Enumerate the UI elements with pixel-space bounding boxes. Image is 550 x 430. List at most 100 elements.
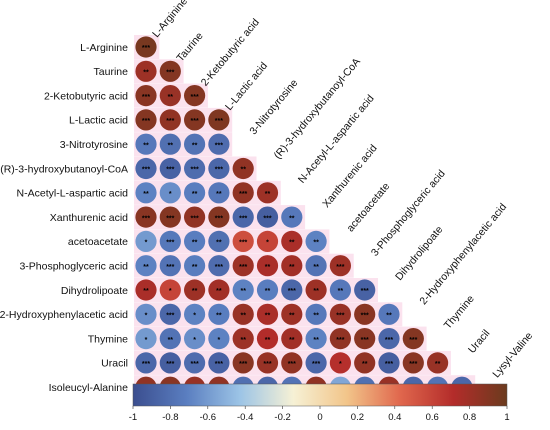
significance-stars: ** [265, 288, 271, 295]
significance-stars: ** [240, 313, 246, 320]
significance-stars: *** [409, 361, 417, 368]
significance-stars: *** [263, 215, 271, 222]
significance-stars: ** [313, 264, 319, 271]
correlation-cell [354, 328, 376, 350]
correlation-cell [184, 255, 206, 277]
correlation-cell [184, 182, 206, 204]
significance-stars: *** [336, 313, 344, 320]
correlation-cell [135, 109, 157, 131]
correlation-cell [208, 182, 230, 204]
correlation-cell [208, 279, 230, 301]
colorbar-tick-label: 1 [504, 412, 509, 423]
significance-stars: *** [166, 313, 174, 320]
significance-stars: ** [313, 337, 319, 344]
correlation-cell [208, 303, 230, 325]
correlation-cell [232, 230, 254, 252]
significance-stars: ** [192, 240, 198, 247]
correlation-cell [305, 230, 327, 252]
colorbar-tick-label: 0 [317, 412, 322, 423]
significance-stars: *** [191, 94, 199, 101]
significance-stars: ** [289, 337, 295, 344]
significance-stars: *** [215, 142, 223, 149]
column-label: N-Acetyl-L-aspartic acid [296, 93, 377, 186]
correlation-cell [354, 279, 376, 301]
significance-stars: *** [142, 361, 150, 368]
significance-stars: ** [143, 264, 149, 271]
significance-stars: *** [336, 337, 344, 344]
colorbar-tick-label: 0.8 [463, 412, 476, 423]
correlation-cell [159, 109, 181, 131]
significance-stars: *** [239, 240, 247, 247]
significance-stars: ** [216, 191, 222, 198]
row-highlight [134, 326, 427, 351]
significance-stars: *** [385, 361, 393, 368]
correlation-cell [208, 157, 230, 180]
significance-stars: *** [166, 264, 174, 271]
correlation-cell [305, 303, 327, 325]
correlation-cell [281, 303, 303, 325]
row-label: (R)-3-hydroxybutanoyl-CoA [0, 163, 128, 175]
significance-stars: *** [361, 288, 369, 295]
significance-stars: ** [240, 288, 246, 295]
correlation-cell [208, 328, 230, 350]
correlation-cell [354, 303, 376, 325]
correlation-cell [184, 230, 206, 252]
significance-stars: * [339, 361, 342, 368]
significance-stars: *** [191, 361, 199, 368]
significance-stars: *** [215, 361, 223, 368]
correlation-cell [135, 36, 157, 58]
colorbar-tick-label: -1 [129, 412, 137, 423]
significance-stars: ** [192, 191, 198, 198]
significance-stars: *** [361, 313, 369, 320]
correlation-cell [281, 230, 303, 252]
significance-stars: ** [338, 288, 344, 295]
correlation-cell [256, 352, 279, 374]
colorbar [132, 383, 508, 407]
correlation-cell [184, 85, 206, 107]
significance-stars: ** [265, 313, 271, 320]
correlation-cell [329, 279, 351, 301]
row-highlight [134, 107, 233, 132]
correlation-cell [256, 328, 279, 350]
significance-stars: ** [168, 94, 174, 101]
correlation-cell [159, 279, 181, 301]
correlation-cell [256, 230, 279, 252]
column-label: Uracil [466, 328, 492, 356]
significance-stars: ** [265, 264, 271, 271]
correlation-cell [184, 157, 206, 180]
correlation-cell [232, 157, 254, 180]
correlation-cell [184, 303, 206, 325]
significance-stars: *** [142, 45, 150, 52]
significance-stars: ** [143, 191, 149, 198]
significance-stars: *** [239, 191, 247, 198]
significance-stars: *** [142, 167, 150, 174]
significance-stars: ** [216, 288, 222, 295]
correlation-cell [329, 303, 351, 325]
correlation-cell [402, 328, 424, 350]
correlation-cell [159, 60, 181, 82]
significance-stars: ** [313, 313, 319, 320]
correlation-cell [159, 352, 181, 374]
significance-stars: ** [289, 264, 295, 271]
correlation-cell [135, 157, 157, 180]
correlation-cell [232, 279, 254, 301]
significance-stars: * [145, 337, 148, 344]
colorbar-tick-label: 0.2 [351, 412, 364, 423]
correlation-cell [256, 255, 279, 277]
significance-stars: *** [191, 215, 199, 222]
colorbar-ticks: -1 -0.8 -0.6 -0.4 -0.2 0 0.2 0.4 0.6 0.8 1 [129, 406, 510, 423]
significance-stars: ** [362, 361, 368, 368]
correlation-cell [184, 133, 206, 155]
significance-stars: *** [215, 215, 223, 222]
significance-stars: *** [263, 361, 271, 368]
row-label: 3-Phosphoglyceric acid [19, 261, 128, 273]
significance-stars: *** [336, 264, 344, 271]
significance-stars: ** [240, 337, 246, 344]
significance-stars: ** [386, 313, 392, 320]
significance-stars: ** [216, 313, 222, 320]
correlation-cell [184, 352, 206, 374]
correlation-cell [135, 255, 157, 277]
correlation-cell [256, 279, 279, 301]
correlation-cell [354, 352, 376, 374]
correlation-cell [378, 328, 400, 350]
